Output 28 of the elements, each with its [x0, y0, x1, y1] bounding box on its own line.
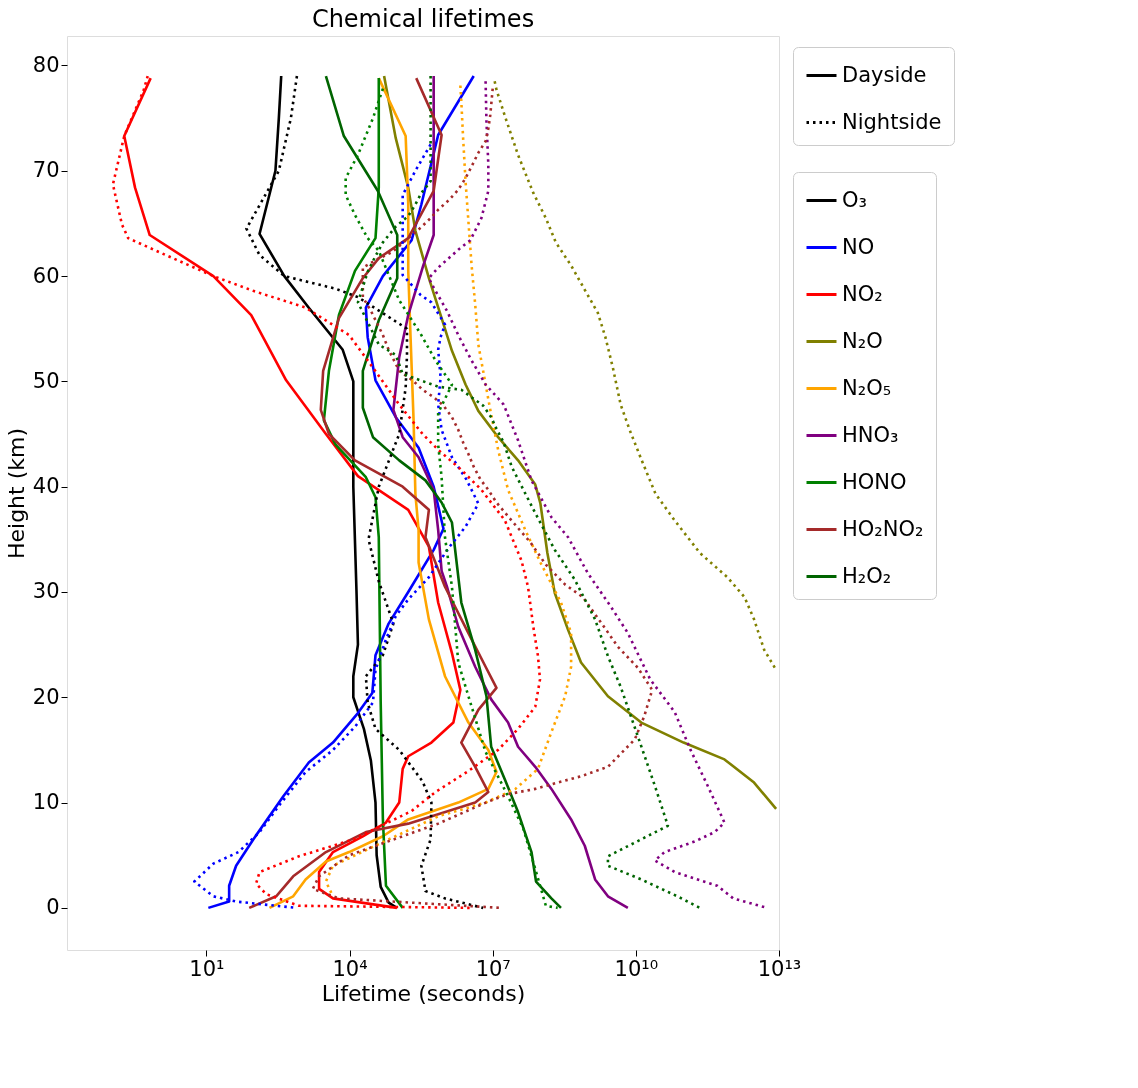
y-tick-label: 50	[32, 368, 60, 393]
y-tick-label: 30	[32, 579, 60, 604]
x-tick-label: 10¹³	[757, 956, 802, 981]
x-tick-label: 10¹	[189, 956, 225, 981]
x-tick-label: 10⁴	[332, 956, 368, 981]
y-tick-label: 20	[32, 684, 60, 709]
legend-label: H₂O₂	[842, 563, 892, 588]
legend-label: O₃	[842, 187, 867, 212]
legend-label: Dayside	[842, 62, 927, 87]
chart-title: Chemical lifetimes	[311, 5, 535, 33]
legend-label: Nightside	[842, 109, 942, 134]
legend-label: HO₂NO₂	[842, 516, 924, 541]
y-tick-label: 10	[32, 790, 60, 815]
legend-label: HONO	[842, 469, 907, 494]
legend-label: N₂O	[842, 328, 883, 353]
y-tick-label: 0	[46, 895, 60, 920]
x-tick-label: 10¹⁰	[614, 956, 659, 981]
legend-label: NO	[842, 234, 875, 259]
y-tick-label: 40	[32, 474, 60, 499]
x-tick-label: 10⁷	[475, 956, 511, 981]
y-axis-title: Height (km)	[3, 427, 29, 560]
y-tick-label: 80	[32, 52, 60, 77]
legend-label: HNO₃	[842, 422, 899, 447]
legend-label: N₂O₅	[842, 375, 892, 400]
x-axis-title: Lifetime (seconds)	[321, 980, 526, 1006]
y-tick-label: 70	[32, 158, 60, 183]
legend-label: NO₂	[842, 281, 883, 306]
y-tick-label: 60	[32, 263, 60, 288]
